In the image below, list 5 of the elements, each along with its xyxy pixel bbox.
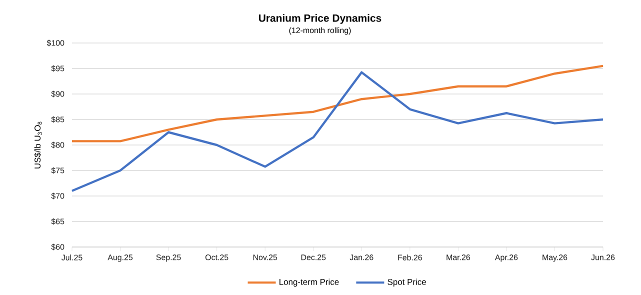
line-series (70, 71, 604, 192)
legend-label: Spot Price (388, 278, 426, 287)
legend-label: Long-term Price (280, 278, 339, 287)
chart-title: Uranium Price Dynamics (259, 14, 382, 24)
y-axis-title: US$/lb U$_{3}$O$_{8}$ (34, 122, 42, 168)
